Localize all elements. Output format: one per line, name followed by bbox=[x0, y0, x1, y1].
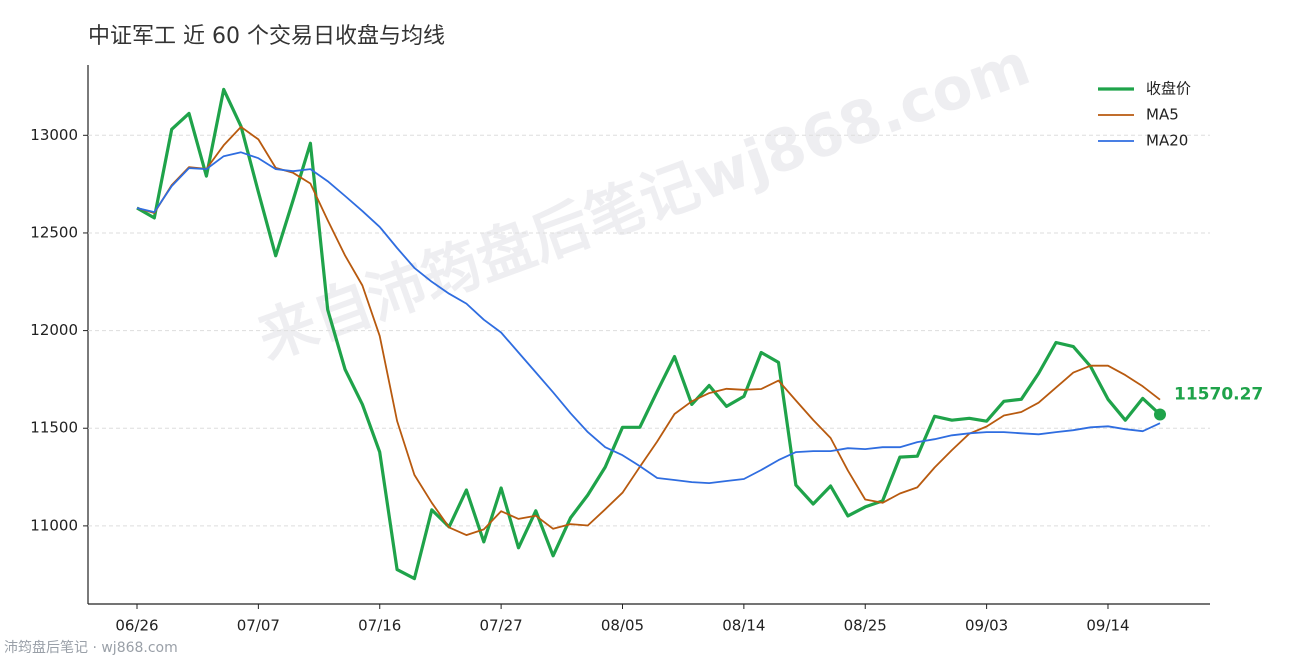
last-value-label: 11570.27 bbox=[1174, 385, 1263, 405]
series-line bbox=[136, 151, 1161, 484]
x-tick-label: 07/07 bbox=[237, 617, 280, 635]
x-tick-label: 06/26 bbox=[115, 617, 158, 635]
x-tick-label: 08/05 bbox=[601, 617, 644, 635]
x-tick-label: 07/16 bbox=[358, 617, 401, 635]
legend-label: MA20 bbox=[1146, 132, 1188, 150]
y-tick-label: 11000 bbox=[30, 516, 78, 534]
y-tick-label: 12500 bbox=[30, 223, 78, 241]
watermark: 来自沛筠盘后笔记wj868.com bbox=[249, 30, 1038, 373]
legend-label: MA5 bbox=[1146, 106, 1179, 124]
y-tick-label: 13000 bbox=[30, 126, 78, 144]
footer: 沛筠盘后笔记 · wj868.com bbox=[4, 639, 178, 656]
x-tick-label: 09/03 bbox=[965, 617, 1008, 635]
last-point bbox=[1154, 408, 1166, 421]
y-tick-label: 11500 bbox=[30, 419, 78, 437]
y-tick-label: 12000 bbox=[30, 321, 78, 339]
x-tick-label: 07/27 bbox=[480, 617, 523, 635]
series-line bbox=[136, 87, 1162, 581]
series-line bbox=[136, 126, 1161, 536]
x-tick-label: 09/14 bbox=[1086, 617, 1129, 635]
x-tick-label: 08/25 bbox=[844, 617, 887, 635]
legend-label: 收盘价 bbox=[1146, 80, 1191, 98]
x-tick-label: 08/14 bbox=[722, 617, 765, 635]
chart-title: 中证军工 近 60 个交易日收盘与均线 bbox=[88, 24, 445, 49]
